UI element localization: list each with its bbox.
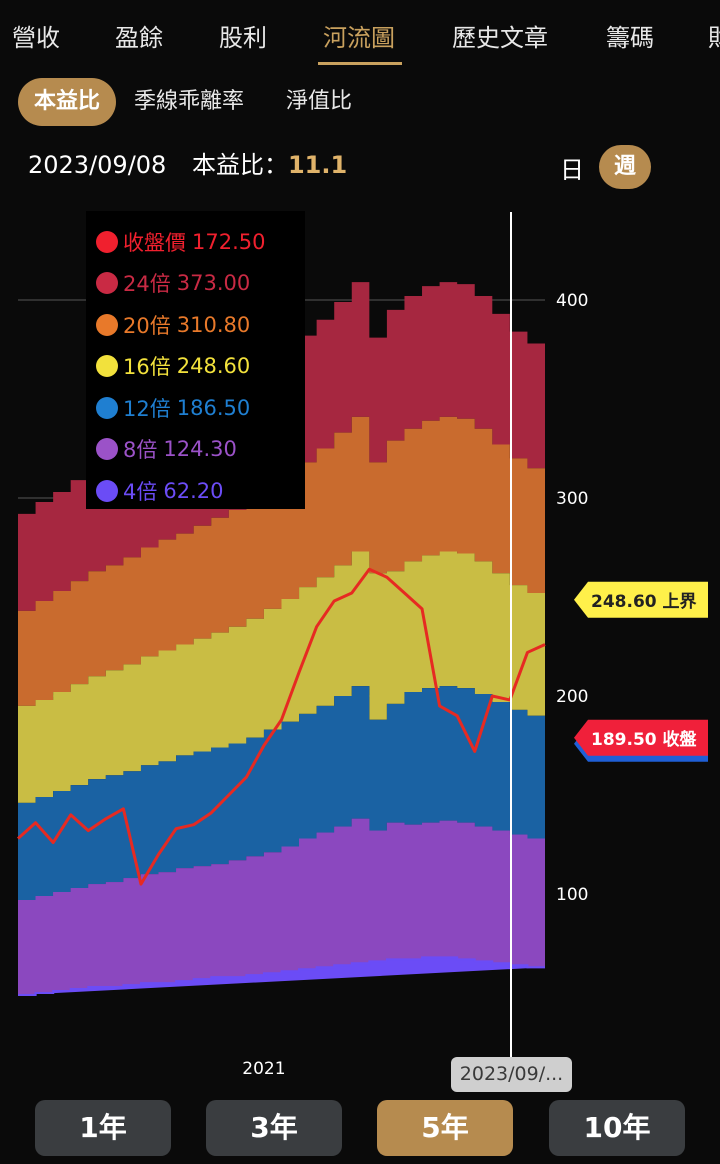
legend-dot-close xyxy=(96,230,118,253)
legend-dot-8x xyxy=(96,438,118,461)
legend-value-12x: 186.50 xyxy=(176,395,251,420)
band-base-8倍 xyxy=(18,818,545,995)
legend-dot-4x xyxy=(96,479,118,502)
x-label-2021: 2021 xyxy=(242,1059,285,1079)
legend-4x: 4倍 62.20 xyxy=(86,470,305,512)
range-5y-button[interactable]: 5年 xyxy=(377,1100,513,1156)
subtab-pe-ratio[interactable]: 本益比 xyxy=(18,78,117,126)
period-day-button[interactable]: 日 xyxy=(560,156,584,184)
legend-label-12x: 12倍 xyxy=(123,396,171,421)
active-tab-underline xyxy=(318,62,402,65)
legend-value-8x: 124.30 xyxy=(163,437,237,462)
info-pe-value: 11.1 xyxy=(287,151,348,179)
tab-chips[interactable]: 籌碼 xyxy=(606,24,654,52)
info-date: 2023/09/08 xyxy=(28,151,167,179)
band-20倍 xyxy=(18,416,545,706)
band-16倍 xyxy=(18,551,545,803)
tab-river-chart[interactable]: 河流圖 xyxy=(323,24,395,52)
legend-value-20x: 310.80 xyxy=(176,312,251,337)
info-label: 本益比： xyxy=(191,151,288,179)
legend-label-close: 收盤價 xyxy=(123,230,186,255)
tag-bg-0 xyxy=(574,581,708,618)
y-tick-200: 200 xyxy=(556,687,588,707)
top-tab-bar: 營收 盈餘 股利 河流圖 歷史文章 籌碼 財 xyxy=(0,0,720,66)
y-tick-100: 100 xyxy=(556,885,588,905)
legend-16x: 16倍 248.60 xyxy=(86,346,305,388)
range-10y-button[interactable]: 10年 xyxy=(549,1100,685,1156)
tag-text-0: 248.60 上界 xyxy=(591,592,697,612)
subtab-quarterly-deviation[interactable]: 季線乖離率 xyxy=(134,89,245,114)
subtab-pb-ratio[interactable]: 淨值比 xyxy=(286,89,353,114)
legend-dot-12x xyxy=(96,396,118,419)
legend-20x: 20倍 310.80 xyxy=(86,304,305,346)
range-1y-button[interactable]: 1年 xyxy=(35,1100,171,1156)
legend-label-24x: 24倍 xyxy=(123,272,171,297)
tab-revenue[interactable]: 營收 xyxy=(12,24,60,52)
legend-dot-16x xyxy=(96,355,118,378)
legend-value-close: 172.50 xyxy=(192,229,266,254)
legend-dot-24x xyxy=(96,272,118,295)
info-row: 2023/09/08 本益比：11.1 xyxy=(28,145,347,180)
legend-24x: 24倍 373.00 xyxy=(86,263,305,305)
band-4倍 xyxy=(18,957,545,995)
period-week-button[interactable]: 週 xyxy=(599,145,651,189)
cursor-date-chip: 2023/09/... xyxy=(451,1057,572,1092)
legend-12x: 12倍 186.50 xyxy=(86,387,305,429)
series-line-close xyxy=(16,567,546,886)
legend-value-24x: 373.00 xyxy=(176,271,251,296)
tag-bg-1 xyxy=(574,719,708,756)
legend-value-16x: 248.60 xyxy=(176,354,251,379)
legend-label-8x: 8倍 xyxy=(123,438,158,463)
legend-8x: 8倍 124.30 xyxy=(86,429,305,471)
sub-tab-bar: 本益比 季線乖離率 淨值比 xyxy=(0,78,720,126)
range-3y-button[interactable]: 3年 xyxy=(206,1100,342,1156)
band-edge-4倍 xyxy=(18,956,545,996)
y-tick-400: 400 xyxy=(556,291,588,311)
tab-dividend[interactable]: 股利 xyxy=(219,24,267,52)
legend-label-16x: 16倍 xyxy=(123,355,171,380)
range-selector: 1年 3年 5年 10年 xyxy=(0,1100,720,1156)
legend-label-4x: 4倍 xyxy=(123,479,158,504)
y-tick-300: 300 xyxy=(556,489,588,509)
tab-financials[interactable]: 財 xyxy=(708,18,720,53)
tab-earnings[interactable]: 盈餘 xyxy=(115,24,163,52)
legend-dot-20x xyxy=(96,313,118,336)
legend-box: 收盤價 172.50 24倍 373.00 20倍 310.80 16倍 248.60 … xyxy=(86,211,305,509)
band-12倍 xyxy=(18,686,545,900)
legend-close: 收盤價 172.50 xyxy=(86,221,305,263)
tab-articles[interactable]: 歷史文章 xyxy=(452,24,548,52)
tag-text-1: 189.50 收盤 xyxy=(591,729,698,750)
legend-value-4x: 62.20 xyxy=(163,478,224,503)
legend-label-20x: 20倍 xyxy=(123,313,171,338)
